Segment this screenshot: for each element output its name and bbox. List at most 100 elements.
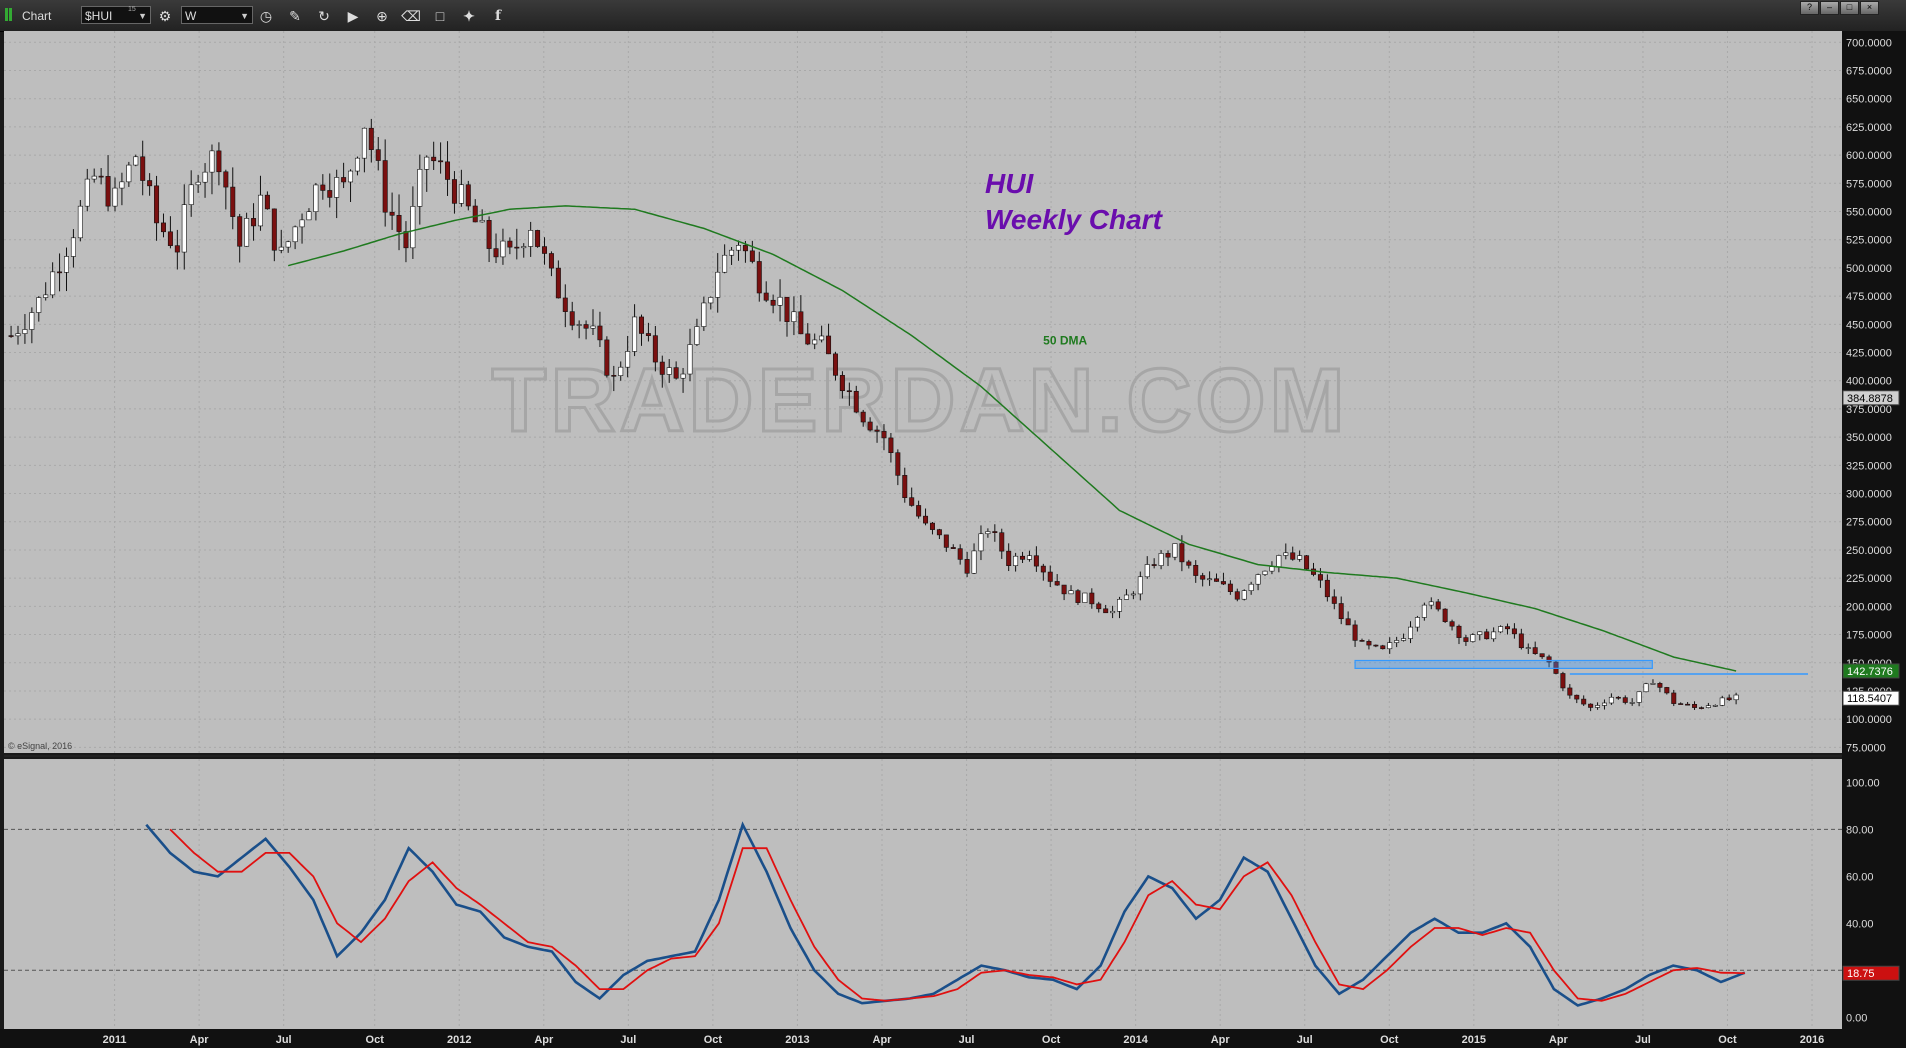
candle-body <box>341 177 347 183</box>
candle-body <box>583 324 589 329</box>
candle-body <box>181 204 187 253</box>
candle-body <box>507 240 513 248</box>
help-button[interactable]: ? <box>1800 1 1819 15</box>
candle-body <box>1532 647 1538 654</box>
candle-body <box>1470 634 1476 642</box>
pencil-icon[interactable]: ✎ <box>289 8 301 24</box>
candle-body <box>1608 696 1614 704</box>
candle-body <box>1705 705 1711 708</box>
candle-body <box>736 245 741 251</box>
candle-body <box>98 175 104 178</box>
y-tick-label: 550.0000 <box>1846 207 1892 219</box>
candle-body <box>1103 608 1109 614</box>
candle-body <box>1678 703 1684 705</box>
eraser-icon[interactable]: ⌫ <box>401 8 421 24</box>
candle-body <box>174 245 180 253</box>
osc-value-badge <box>1842 965 1900 981</box>
candle-body <box>1477 631 1483 635</box>
candle-body <box>1227 583 1233 592</box>
candle-body <box>867 421 873 431</box>
x-tick-label: Apr <box>534 1034 554 1046</box>
x-tick-label: 2015 <box>1462 1034 1486 1046</box>
price-badge <box>1842 390 1900 406</box>
x-tick-label: Jul <box>620 1034 636 1046</box>
symbol-input[interactable]: $HUI 15 ▼ <box>81 6 151 24</box>
candle-body <box>542 246 548 254</box>
close-button[interactable]: × <box>1860 1 1879 15</box>
candle-body <box>1428 601 1434 606</box>
comment-icon[interactable]: □ <box>435 8 445 24</box>
candle-body <box>1629 702 1635 704</box>
y-tick-label: 100.0000 <box>1846 714 1892 726</box>
x-tick-label: Jul <box>276 1034 292 1046</box>
candle-body <box>632 316 638 352</box>
minimize-button[interactable]: – <box>1820 1 1839 15</box>
maximize-button[interactable]: □ <box>1840 1 1859 15</box>
candle-body <box>1234 591 1240 600</box>
candle-body <box>1123 594 1129 600</box>
candle-body <box>29 312 35 330</box>
refresh-icon[interactable]: ↻ <box>318 8 330 24</box>
candle-body <box>1082 592 1088 603</box>
candle-body <box>1456 625 1462 638</box>
y-tick-label: 225.0000 <box>1846 573 1892 585</box>
candle-body <box>465 184 471 207</box>
candle-body <box>1200 575 1206 580</box>
osc-y-tick-label: 100.00 <box>1846 777 1880 789</box>
candle-body <box>916 505 922 517</box>
y-tick-label: 675.0000 <box>1846 65 1892 77</box>
candle-body <box>1297 555 1303 560</box>
candle-body <box>1546 656 1552 663</box>
candle-body <box>812 339 818 345</box>
y-tick-label: 350.0000 <box>1846 432 1892 444</box>
zoom-icon[interactable]: ⊕ <box>376 8 388 24</box>
candle-body <box>1262 570 1268 575</box>
twitter-icon[interactable]: ✦ <box>463 8 475 24</box>
candle-body <box>1137 576 1143 595</box>
candle-body <box>715 271 721 298</box>
oscillator-panel <box>4 759 1842 1029</box>
candle-body <box>1317 574 1323 581</box>
x-tick-label: 2013 <box>785 1034 809 1046</box>
x-tick-label: Oct <box>1380 1034 1399 1046</box>
candle-body <box>687 344 693 375</box>
x-tick-label: Jul <box>1297 1034 1313 1046</box>
x-tick-label: Apr <box>190 1034 210 1046</box>
gear-icon[interactable]: ⚙ <box>158 8 172 24</box>
candle-body <box>306 211 312 221</box>
candle-body <box>521 246 527 249</box>
candle-body <box>618 366 624 376</box>
candle-body <box>756 261 762 294</box>
clock-icon[interactable]: ◷ <box>259 8 273 24</box>
candle-body <box>604 339 610 376</box>
copyright: © eSignal, 2016 <box>8 741 72 751</box>
candle-body <box>1671 692 1677 704</box>
candle-body <box>1581 698 1587 705</box>
candle-body <box>230 186 236 217</box>
candle-body <box>791 311 797 322</box>
candle-body <box>438 160 444 163</box>
candle-body <box>1498 626 1504 633</box>
candle-body <box>195 181 201 186</box>
x-tick-label: Oct <box>1042 1034 1061 1046</box>
interval-select[interactable]: W ▼ <box>181 6 253 24</box>
candle-body <box>971 550 977 574</box>
candle-body <box>528 230 534 247</box>
candle-body <box>1158 553 1164 566</box>
candle-body <box>133 156 139 166</box>
candle-body <box>375 149 381 161</box>
candle-body <box>1269 566 1275 572</box>
play-icon[interactable]: ▶ <box>347 8 359 24</box>
candle-body <box>1657 683 1663 688</box>
candle-body <box>1054 581 1060 586</box>
candle-body <box>361 127 367 159</box>
candle-body <box>1061 584 1067 595</box>
symbol-sup: 15 <box>128 6 136 13</box>
osc-value-badge-label: 18.75 <box>1847 968 1875 980</box>
symbol-value: $HUI <box>85 9 113 23</box>
candle-body <box>839 375 845 392</box>
candle-body <box>770 299 776 306</box>
candle-body <box>1560 673 1566 689</box>
facebook-icon[interactable]: f <box>494 8 502 24</box>
price-panel: TRADERDAN.COM 50 DMA HUI Weekly Chart © eSig… <box>4 31 1842 753</box>
